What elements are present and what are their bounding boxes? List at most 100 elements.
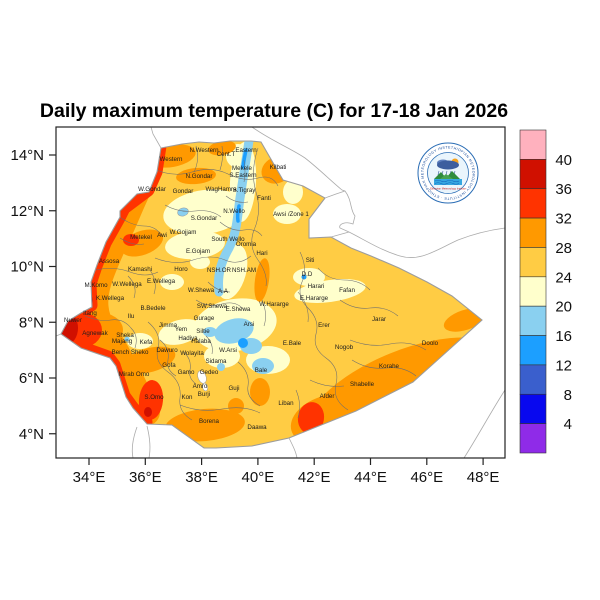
region-label: W.Wellega (112, 281, 142, 288)
lakes (177, 207, 208, 392)
rain-icon (437, 170, 456, 176)
region-label: Jimma (159, 322, 178, 329)
plot-frame (55, 126, 506, 459)
region-label: Awi (157, 232, 167, 239)
x-tick-label: 46°E (410, 469, 443, 486)
y-tick-label: 10°N (10, 259, 44, 276)
region-label: N.Gondar (186, 173, 213, 180)
kenya-somalia-border (288, 437, 298, 459)
region-label: Cent.T (217, 151, 236, 158)
region-label: B.Bedele (140, 305, 166, 312)
logo-emblem (434, 158, 462, 185)
colorbar-cell (519, 423, 547, 454)
region-label: Korahe (379, 363, 400, 370)
red-sea-coast (251, 126, 506, 258)
temperature-field (61, 141, 482, 448)
colorbar-cell (519, 159, 547, 190)
band-16-20 (124, 141, 274, 374)
region-label: Gedeo (200, 369, 219, 376)
zone-boundaries (84, 145, 427, 421)
region-label: E.Shewa (226, 306, 251, 313)
neighbor-borders (55, 126, 506, 459)
region-label: Kefa (140, 339, 153, 346)
colorbar-cell (519, 188, 547, 219)
region-label: Erer (318, 322, 330, 329)
region-label: E.Hararge (300, 295, 329, 302)
ethiopia-fill-24-28 (61, 141, 482, 448)
region-label: South Wello (211, 236, 245, 243)
region-label: K.Wellega (96, 295, 125, 302)
region-label: Amro (193, 383, 208, 390)
x-tick-label: 44°E (354, 469, 387, 486)
region-label: Siltie (196, 328, 210, 335)
region-label: Ilu (128, 313, 135, 320)
colorbar-label: 20 (555, 299, 572, 316)
colorbar-cell (519, 364, 547, 395)
colorbar-label: 4 (564, 416, 572, 433)
colorbar-cell (519, 335, 547, 366)
region-label: W.Gojjam (170, 229, 197, 236)
y-tick-label: 4°N (19, 426, 44, 443)
region-label: Guji (228, 385, 239, 392)
region-label: Nogob (335, 344, 354, 351)
region-label: N.Wello (223, 208, 245, 215)
colorbar-cell (519, 247, 547, 278)
region-label: Borena (199, 418, 220, 425)
x-tick-label: 34°E (73, 469, 106, 486)
somalia-coast (463, 389, 506, 459)
djibouti-border (324, 190, 350, 238)
lake-turkana-outline (131, 425, 151, 459)
colorbar-cell (519, 129, 547, 160)
y-tick-label: 8°N (19, 314, 44, 331)
region-label: Siti (306, 257, 315, 264)
lake-chamo (202, 382, 208, 392)
colorbar-label: 32 (555, 211, 572, 228)
colorbar-label: 12 (555, 357, 572, 374)
sudan-eritrea-border (150, 126, 162, 149)
region-label: Sheka (116, 332, 134, 339)
region-label: Yem (175, 326, 187, 333)
region-label: Bale (255, 367, 268, 374)
region-label: E.Gojam (186, 248, 210, 255)
region-label: Metekel (130, 234, 152, 241)
region-label: Afder (320, 393, 335, 400)
region-label: Arsi (244, 321, 255, 328)
region-label: Mirab Omo (119, 371, 150, 378)
region-label: Doolo (422, 340, 439, 347)
region-label: W.Hararge (259, 301, 289, 308)
y-axis: 14°N 12°N 10°N 8°N 6°N 4°N (10, 147, 56, 443)
region-label: Assosa (99, 258, 120, 265)
region-label: WagHamra (205, 186, 237, 193)
region-label: Hari (256, 250, 267, 257)
y-tick-label: 6°N (19, 370, 44, 387)
colorbar-cell (519, 276, 547, 307)
x-tick-label: 48°E (467, 469, 500, 486)
region-label: Awsi /Zone 1 (273, 211, 309, 218)
region-label: Oromia (236, 241, 257, 248)
logo-banner-text: Ethiopian Meteorology Institute (430, 187, 466, 191)
region-label: M.Komo (84, 282, 108, 289)
region-label: Agnewak (82, 330, 108, 337)
ethiopian-meteorology-institute-logo: ETHIOPIAN METEOROLOGY INSTITUTE · ETHIOP… (417, 142, 479, 204)
water-icon (434, 179, 462, 185)
region-label: S.Omo (144, 394, 164, 401)
y-tick-label: 14°N (10, 147, 44, 164)
region-label: W.Gondar (138, 186, 166, 193)
region-label: W.Arsi (219, 347, 237, 354)
region-label: Majang (112, 338, 133, 345)
region-label: Eastern (235, 147, 257, 154)
region-label: NSH.OR (207, 267, 232, 274)
region-label: Jarar (372, 316, 386, 323)
region-label: Fafan (339, 287, 355, 294)
page-title: Daily maximum temperature (C) for 17-18 … (40, 100, 508, 122)
region-label: Western (160, 156, 183, 163)
region-label: W.Shewa (188, 287, 215, 294)
temperature-colorbar: 40 36 32 28 24 20 16 12 8 4 (519, 129, 572, 454)
region-label: Horo (174, 266, 188, 273)
region-label: Liban (278, 400, 294, 407)
colorbar-label: 40 (555, 152, 572, 169)
region-label: Bench Sheko (112, 349, 149, 356)
